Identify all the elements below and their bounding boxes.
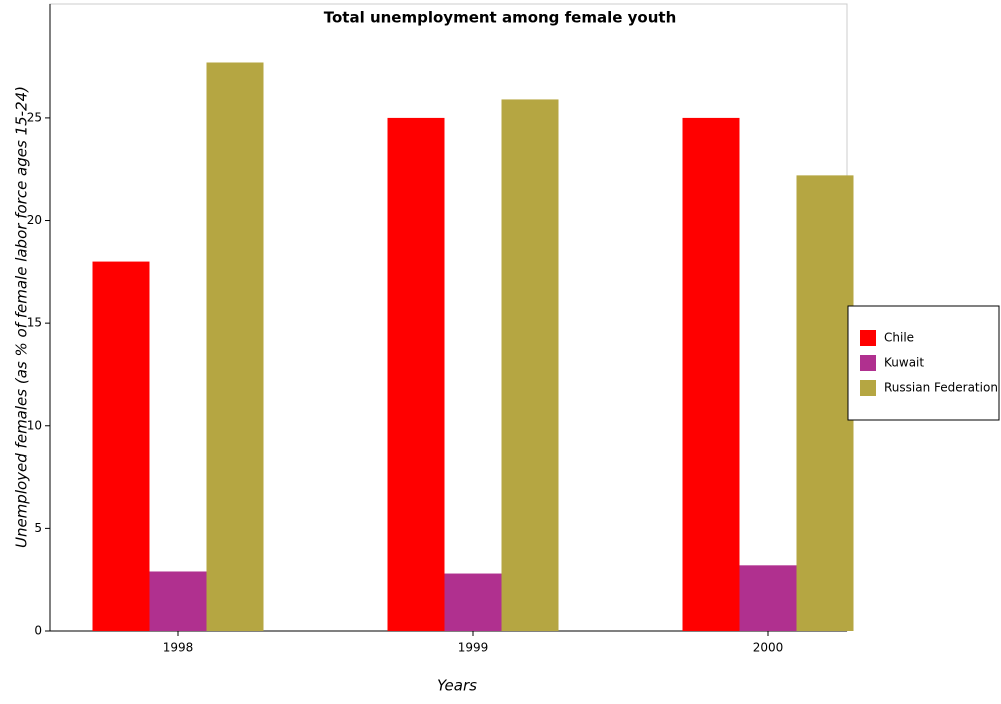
x-tick-label: 2000 xyxy=(753,641,784,655)
bar xyxy=(206,62,264,632)
x-axis-label: Years xyxy=(437,677,477,695)
bar xyxy=(444,573,502,631)
legend-label: Kuwait xyxy=(884,356,924,370)
legend-label: Chile xyxy=(884,331,914,345)
bar xyxy=(501,99,559,631)
y-tick-label: 0 xyxy=(34,624,42,638)
y-tick-label: 15 xyxy=(27,316,42,330)
y-tick-label: 25 xyxy=(27,110,42,124)
bar xyxy=(387,117,445,631)
x-tick-label: 1999 xyxy=(458,641,489,655)
bar xyxy=(149,571,207,631)
legend-swatch xyxy=(860,330,876,346)
y-tick-label: 5 xyxy=(34,521,42,535)
bar xyxy=(682,117,740,631)
chart-title: Total unemployment among female youth xyxy=(324,9,677,27)
legend-swatch xyxy=(860,355,876,371)
legend-label: Russian Federation xyxy=(884,381,998,395)
y-axis-label: Unemployed females (as % of female labor… xyxy=(13,86,31,548)
bar xyxy=(92,261,150,631)
bar xyxy=(796,175,854,631)
bar xyxy=(739,565,797,631)
x-tick-label: 1998 xyxy=(163,641,194,655)
legend-swatch xyxy=(860,380,876,396)
y-tick-label: 10 xyxy=(27,418,42,432)
y-tick-label: 20 xyxy=(27,213,42,227)
